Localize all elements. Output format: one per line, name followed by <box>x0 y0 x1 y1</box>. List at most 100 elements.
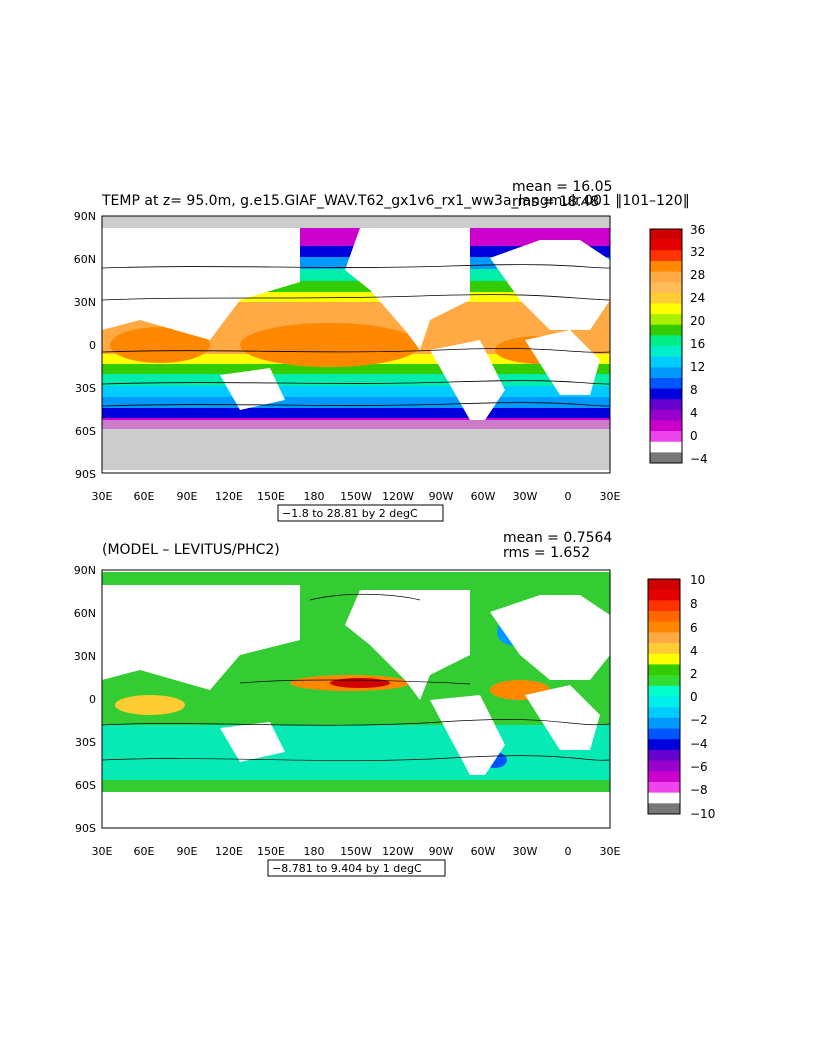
colorbar-label: 0 <box>690 429 698 443</box>
colorbar-swatch <box>650 250 682 262</box>
colorbar-swatch <box>650 303 682 315</box>
lon-label: 60E <box>134 490 155 503</box>
lon-label: 0 <box>565 490 572 503</box>
colorbar-label: 36 <box>690 223 705 237</box>
colorbar-swatch <box>650 388 682 400</box>
colorbar-swatch <box>650 377 682 389</box>
colorbar-swatch <box>650 324 682 336</box>
colorbar-swatch <box>650 431 682 443</box>
lat-label: 30S <box>75 736 96 749</box>
lat-label: 60N <box>74 253 96 266</box>
temperature-mean-label: mean = 16.05 <box>512 179 612 195</box>
colorbar-label: −10 <box>690 807 715 821</box>
lat-label: 60S <box>75 425 96 438</box>
colorbar-swatch <box>648 632 680 644</box>
lon-label: 30W <box>513 490 538 503</box>
colorbar-swatch <box>648 685 680 697</box>
lon-label: 120W <box>382 845 414 858</box>
colorbar-swatch <box>648 749 680 761</box>
colorbar-label: 4 <box>690 406 698 420</box>
colorbar-label: −8 <box>690 783 708 797</box>
lat-label: 90N <box>74 564 96 577</box>
lon-label: 90W <box>429 490 454 503</box>
colorbar-swatch <box>650 229 682 240</box>
colorbar-label: 0 <box>690 690 698 704</box>
lon-label: 60E <box>134 845 155 858</box>
lon-label: 30E <box>600 845 621 858</box>
colorbar-swatch <box>648 621 680 633</box>
colorbar-swatch <box>648 643 680 655</box>
colorbar-swatch <box>648 664 680 676</box>
lon-label: 90E <box>177 490 198 503</box>
colorbar-swatch <box>648 739 680 751</box>
colorbar-swatch <box>650 239 682 251</box>
colorbar-label: −4 <box>690 452 708 466</box>
difference-panel-title: (MODEL – LEVITUS/PHC2) <box>102 542 280 558</box>
colorbar-label: 10 <box>690 573 705 587</box>
lat-label: 30N <box>74 296 96 309</box>
lat-label: 30S <box>75 382 96 395</box>
colorbar-label: 32 <box>690 245 705 259</box>
colorbar-swatch <box>648 771 680 783</box>
temperature-rms-label: rms = 18.48 <box>512 194 599 210</box>
lon-label: 90W <box>429 845 454 858</box>
difference-rms-label: rms = 1.652 <box>503 545 590 561</box>
colorbar-swatch <box>648 611 680 623</box>
colorbar-label: 2 <box>690 667 698 681</box>
colorbar-swatch <box>650 452 682 464</box>
lat-label: 0 <box>89 339 96 352</box>
colorbar-label: 4 <box>690 644 698 658</box>
lat-label: 0 <box>89 693 96 706</box>
difference-map-field <box>102 570 610 828</box>
colorbar-swatch <box>648 579 680 590</box>
lon-label: 0 <box>565 845 572 858</box>
temperature-lat-axis: 90N 60N 30N 0 30S 60S 90S <box>74 210 96 481</box>
colorbar-label: 28 <box>690 268 705 282</box>
lon-label: 120E <box>215 490 243 503</box>
temperature-colorbar <box>649 228 683 464</box>
colorbar-swatch <box>648 728 680 740</box>
colorbar-swatch <box>650 260 682 272</box>
colorbar-swatch <box>648 760 680 772</box>
colorbar-swatch <box>648 675 680 687</box>
colorbar-label: 8 <box>690 383 698 397</box>
colorbar-swatch <box>650 399 682 411</box>
colorbar-swatch <box>650 420 682 432</box>
lon-label: 180 <box>304 490 325 503</box>
difference-lon-axis: 30E 60E 90E 120E 150E 180 150W 120W 90W … <box>92 845 621 858</box>
lat-label: 30N <box>74 650 96 663</box>
colorbar-swatch <box>648 696 680 708</box>
colorbar-label: 24 <box>690 291 705 305</box>
lon-label: 150W <box>340 845 372 858</box>
difference-colorbar-labels: 10 8 6 4 2 0 −2 −4 −6 −8 −10 <box>690 573 715 821</box>
lat-label: 90N <box>74 210 96 223</box>
colorbar-swatch <box>650 292 682 304</box>
lon-label: 60W <box>471 845 496 858</box>
lon-label: 30E <box>92 490 113 503</box>
colorbar-swatch <box>650 282 682 294</box>
lon-label: 60W <box>471 490 496 503</box>
colorbar-label: −2 <box>690 713 708 727</box>
difference-mean-label: mean = 0.7564 <box>503 530 612 546</box>
lat-label: 90S <box>75 822 96 835</box>
difference-panel: (MODEL – LEVITUS/PHC2) mean = 0.7564 rms… <box>74 530 715 877</box>
lon-label: 30W <box>513 845 538 858</box>
colorbar-label: 12 <box>690 360 705 374</box>
temperature-range-text: −1.8 to 28.81 by 2 degC <box>282 507 418 520</box>
difference-range-box <box>267 859 446 877</box>
lon-label: 180 <box>304 845 325 858</box>
colorbar-swatch <box>648 792 680 804</box>
lon-label: 30E <box>92 845 113 858</box>
temperature-panel-title: TEMP at z= 95.0m, g.e15.GIAF_WAV.T62_gx1… <box>101 193 690 209</box>
lon-label: 150E <box>257 845 285 858</box>
colorbar-swatch <box>650 271 682 283</box>
colorbar-swatch <box>650 314 682 326</box>
difference-range-text: −8.781 to 9.404 by 1 degC <box>272 862 422 875</box>
lat-label: 60S <box>75 779 96 792</box>
lon-label: 120W <box>382 490 414 503</box>
temperature-map-field <box>102 216 610 473</box>
lon-label: 150W <box>340 490 372 503</box>
difference-colorbar <box>647 578 681 815</box>
colorbar-swatch <box>650 409 682 421</box>
lon-label: 120E <box>215 845 243 858</box>
